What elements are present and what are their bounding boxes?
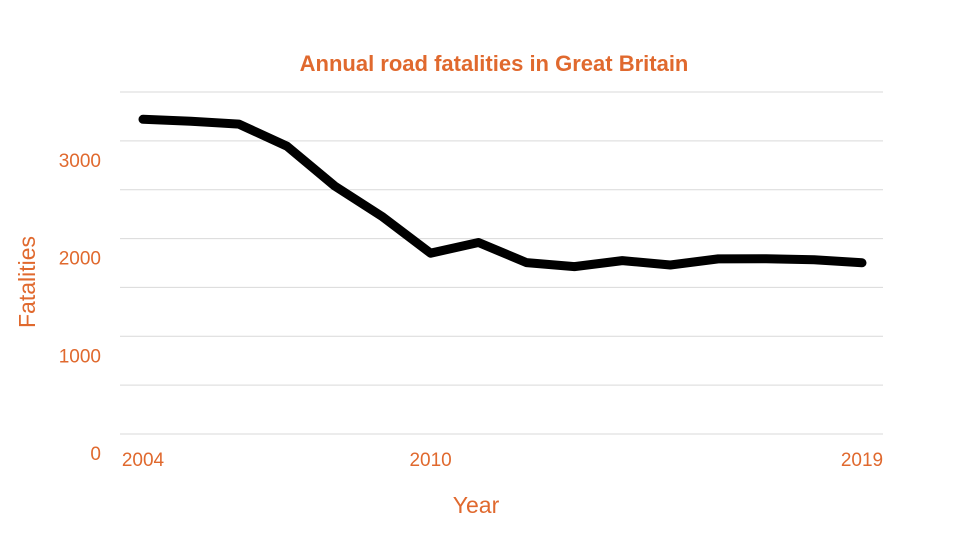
chart-title: Annual road fatalities in Great Britain [300,51,689,76]
y-tick-label: 0 [90,444,101,465]
data-point-2009 [382,216,384,218]
data-point-2015 [669,264,671,266]
y-axis-ticks: 0 1000 2000 3000 [59,151,101,465]
data-point-2007 [286,145,288,147]
data-point-2010 [430,252,432,254]
data-point-2017 [765,258,767,260]
y-axis-label: Fatalities [14,236,40,328]
data-point-2008 [334,185,336,187]
data-point-2011 [478,241,480,243]
x-tick-label: 2010 [409,450,451,471]
y-tick-label: 2000 [59,249,101,270]
data-point-2005 [190,120,192,122]
y-tick-label: 1000 [59,346,101,367]
data-point-2006 [238,123,240,125]
data-point-2012 [525,262,527,264]
x-tick-label: 2019 [841,450,883,471]
data-point-2014 [621,260,623,262]
series-layer [138,114,867,272]
x-axis-ticks: 2004 2010 2019 [122,450,883,471]
data-point-2016 [717,258,719,260]
data-point-2013 [573,266,575,268]
gridlines [120,91,883,435]
x-tick-label: 2004 [122,450,165,471]
y-tick-label: 3000 [59,151,101,172]
x-axis-label: Year [453,492,500,518]
data-point-2004 [142,118,144,120]
series-line-0 [138,114,867,272]
data-point-2019 [861,262,863,264]
data-point-2018 [813,259,815,261]
